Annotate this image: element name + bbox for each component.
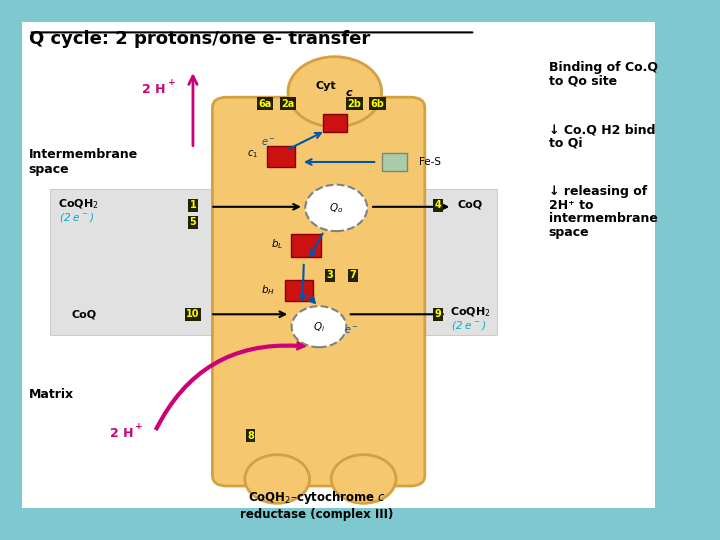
Text: 10: 10 (186, 309, 199, 319)
Text: +: + (135, 422, 143, 431)
Text: 4: 4 (434, 200, 441, 210)
Text: $b_H$: $b_H$ (261, 284, 275, 298)
Text: Q cycle: 2 protons/one e- transfer: Q cycle: 2 protons/one e- transfer (29, 30, 370, 48)
Text: ↓ releasing of: ↓ releasing of (549, 185, 647, 198)
Text: c: c (346, 88, 352, 98)
Text: ↓ Co.Q H2 bind: ↓ Co.Q H2 bind (549, 123, 655, 136)
Text: +: + (168, 78, 176, 87)
Text: to Qi: to Qi (549, 137, 582, 150)
Circle shape (288, 57, 382, 127)
Text: 1: 1 (189, 200, 197, 210)
Text: to Qo site: to Qo site (549, 75, 617, 87)
Text: Binding of Co.Q: Binding of Co.Q (549, 61, 657, 74)
Circle shape (245, 455, 310, 503)
Text: 5: 5 (189, 218, 197, 227)
Text: CoQ: CoQ (72, 309, 97, 319)
Text: 7: 7 (349, 271, 356, 280)
Text: $e^-$: $e^-$ (344, 325, 359, 336)
Text: CoQ: CoQ (457, 199, 482, 209)
Text: 2 H: 2 H (142, 83, 166, 96)
Text: Matrix: Matrix (29, 388, 74, 401)
Text: 9: 9 (434, 309, 441, 319)
Text: 2 H: 2 H (109, 427, 133, 440)
Text: 2b: 2b (347, 99, 361, 109)
Text: CoQH$_2$–cytochrome $c$
reductase (complex III): CoQH$_2$–cytochrome $c$ reductase (compl… (240, 489, 394, 521)
Text: 2a: 2a (282, 99, 294, 109)
Text: intermembrane: intermembrane (549, 212, 657, 225)
Text: $e^-$: $e^-$ (261, 137, 276, 148)
Text: CoQH$_2$: CoQH$_2$ (450, 305, 491, 319)
FancyBboxPatch shape (50, 189, 497, 335)
FancyBboxPatch shape (22, 22, 655, 508)
Text: $Q_o$: $Q_o$ (329, 201, 343, 215)
Text: 8: 8 (247, 431, 254, 441)
Circle shape (292, 306, 346, 347)
Text: 6a: 6a (258, 99, 271, 109)
Circle shape (331, 455, 396, 503)
Text: (2 $e^-$): (2 $e^-$) (59, 211, 94, 224)
Text: CoQH$_2$: CoQH$_2$ (58, 197, 99, 211)
Text: 3: 3 (326, 271, 333, 280)
Text: Intermembrane
space: Intermembrane space (29, 148, 138, 176)
Text: 6b: 6b (370, 99, 384, 109)
Text: 2H⁺ to: 2H⁺ to (549, 199, 593, 212)
FancyArrowPatch shape (155, 342, 305, 430)
Text: $b_L$: $b_L$ (271, 237, 283, 251)
Text: space: space (549, 226, 589, 239)
Circle shape (305, 185, 367, 231)
Text: Cyt: Cyt (315, 82, 336, 91)
Text: $Q_i$: $Q_i$ (313, 320, 325, 334)
Text: (2 $e^-$): (2 $e^-$) (451, 319, 487, 332)
FancyBboxPatch shape (212, 97, 425, 486)
Text: Fe-S: Fe-S (419, 157, 441, 167)
Text: $c_1$: $c_1$ (247, 148, 258, 160)
